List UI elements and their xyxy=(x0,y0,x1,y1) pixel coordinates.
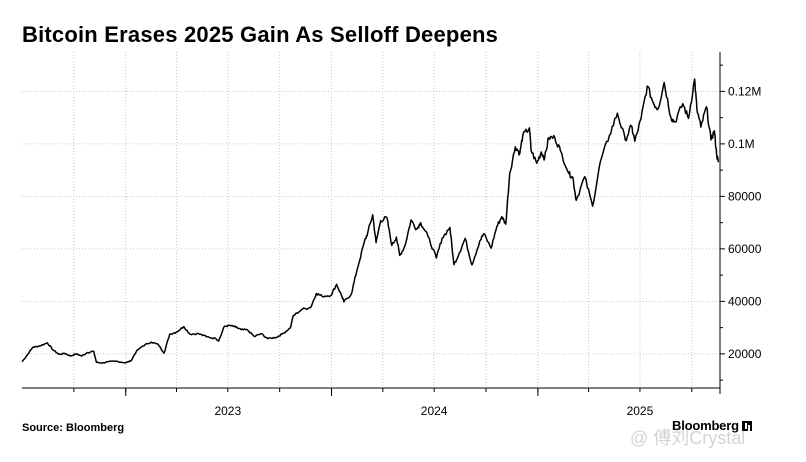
x-tick-label: 2025 xyxy=(627,404,654,418)
y-tick-label: 80000 xyxy=(728,189,762,203)
y-tick-label: 40000 xyxy=(728,294,762,308)
bloomberg-logo: Bloomberg xyxy=(672,418,752,433)
y-tick-label: 0.1M xyxy=(728,137,755,151)
brand-text: Bloomberg xyxy=(672,418,739,433)
watermark: @ 傅刘Crystal xyxy=(630,428,746,448)
axes xyxy=(22,52,725,396)
y-tick-label: 60000 xyxy=(728,242,762,256)
x-tick-label: 2023 xyxy=(214,404,241,418)
y-tick-label: 20000 xyxy=(728,347,762,361)
source-note: Source: Bloomberg xyxy=(22,422,125,434)
y-tick-label: 0.12M xyxy=(728,84,761,98)
tick-labels: 20000 40000 60000 80000 0.1M 0.12M 2023 2024 202… xyxy=(214,84,761,418)
bloomberg-mark-icon xyxy=(741,421,752,431)
chart-title: Bitcoin Erases 2025 Gain As Selloff Deep… xyxy=(22,22,499,47)
series xyxy=(21,78,720,364)
grid xyxy=(22,52,720,388)
bitcoin-price-line xyxy=(21,78,720,364)
x-tick-label: 2024 xyxy=(421,404,448,418)
